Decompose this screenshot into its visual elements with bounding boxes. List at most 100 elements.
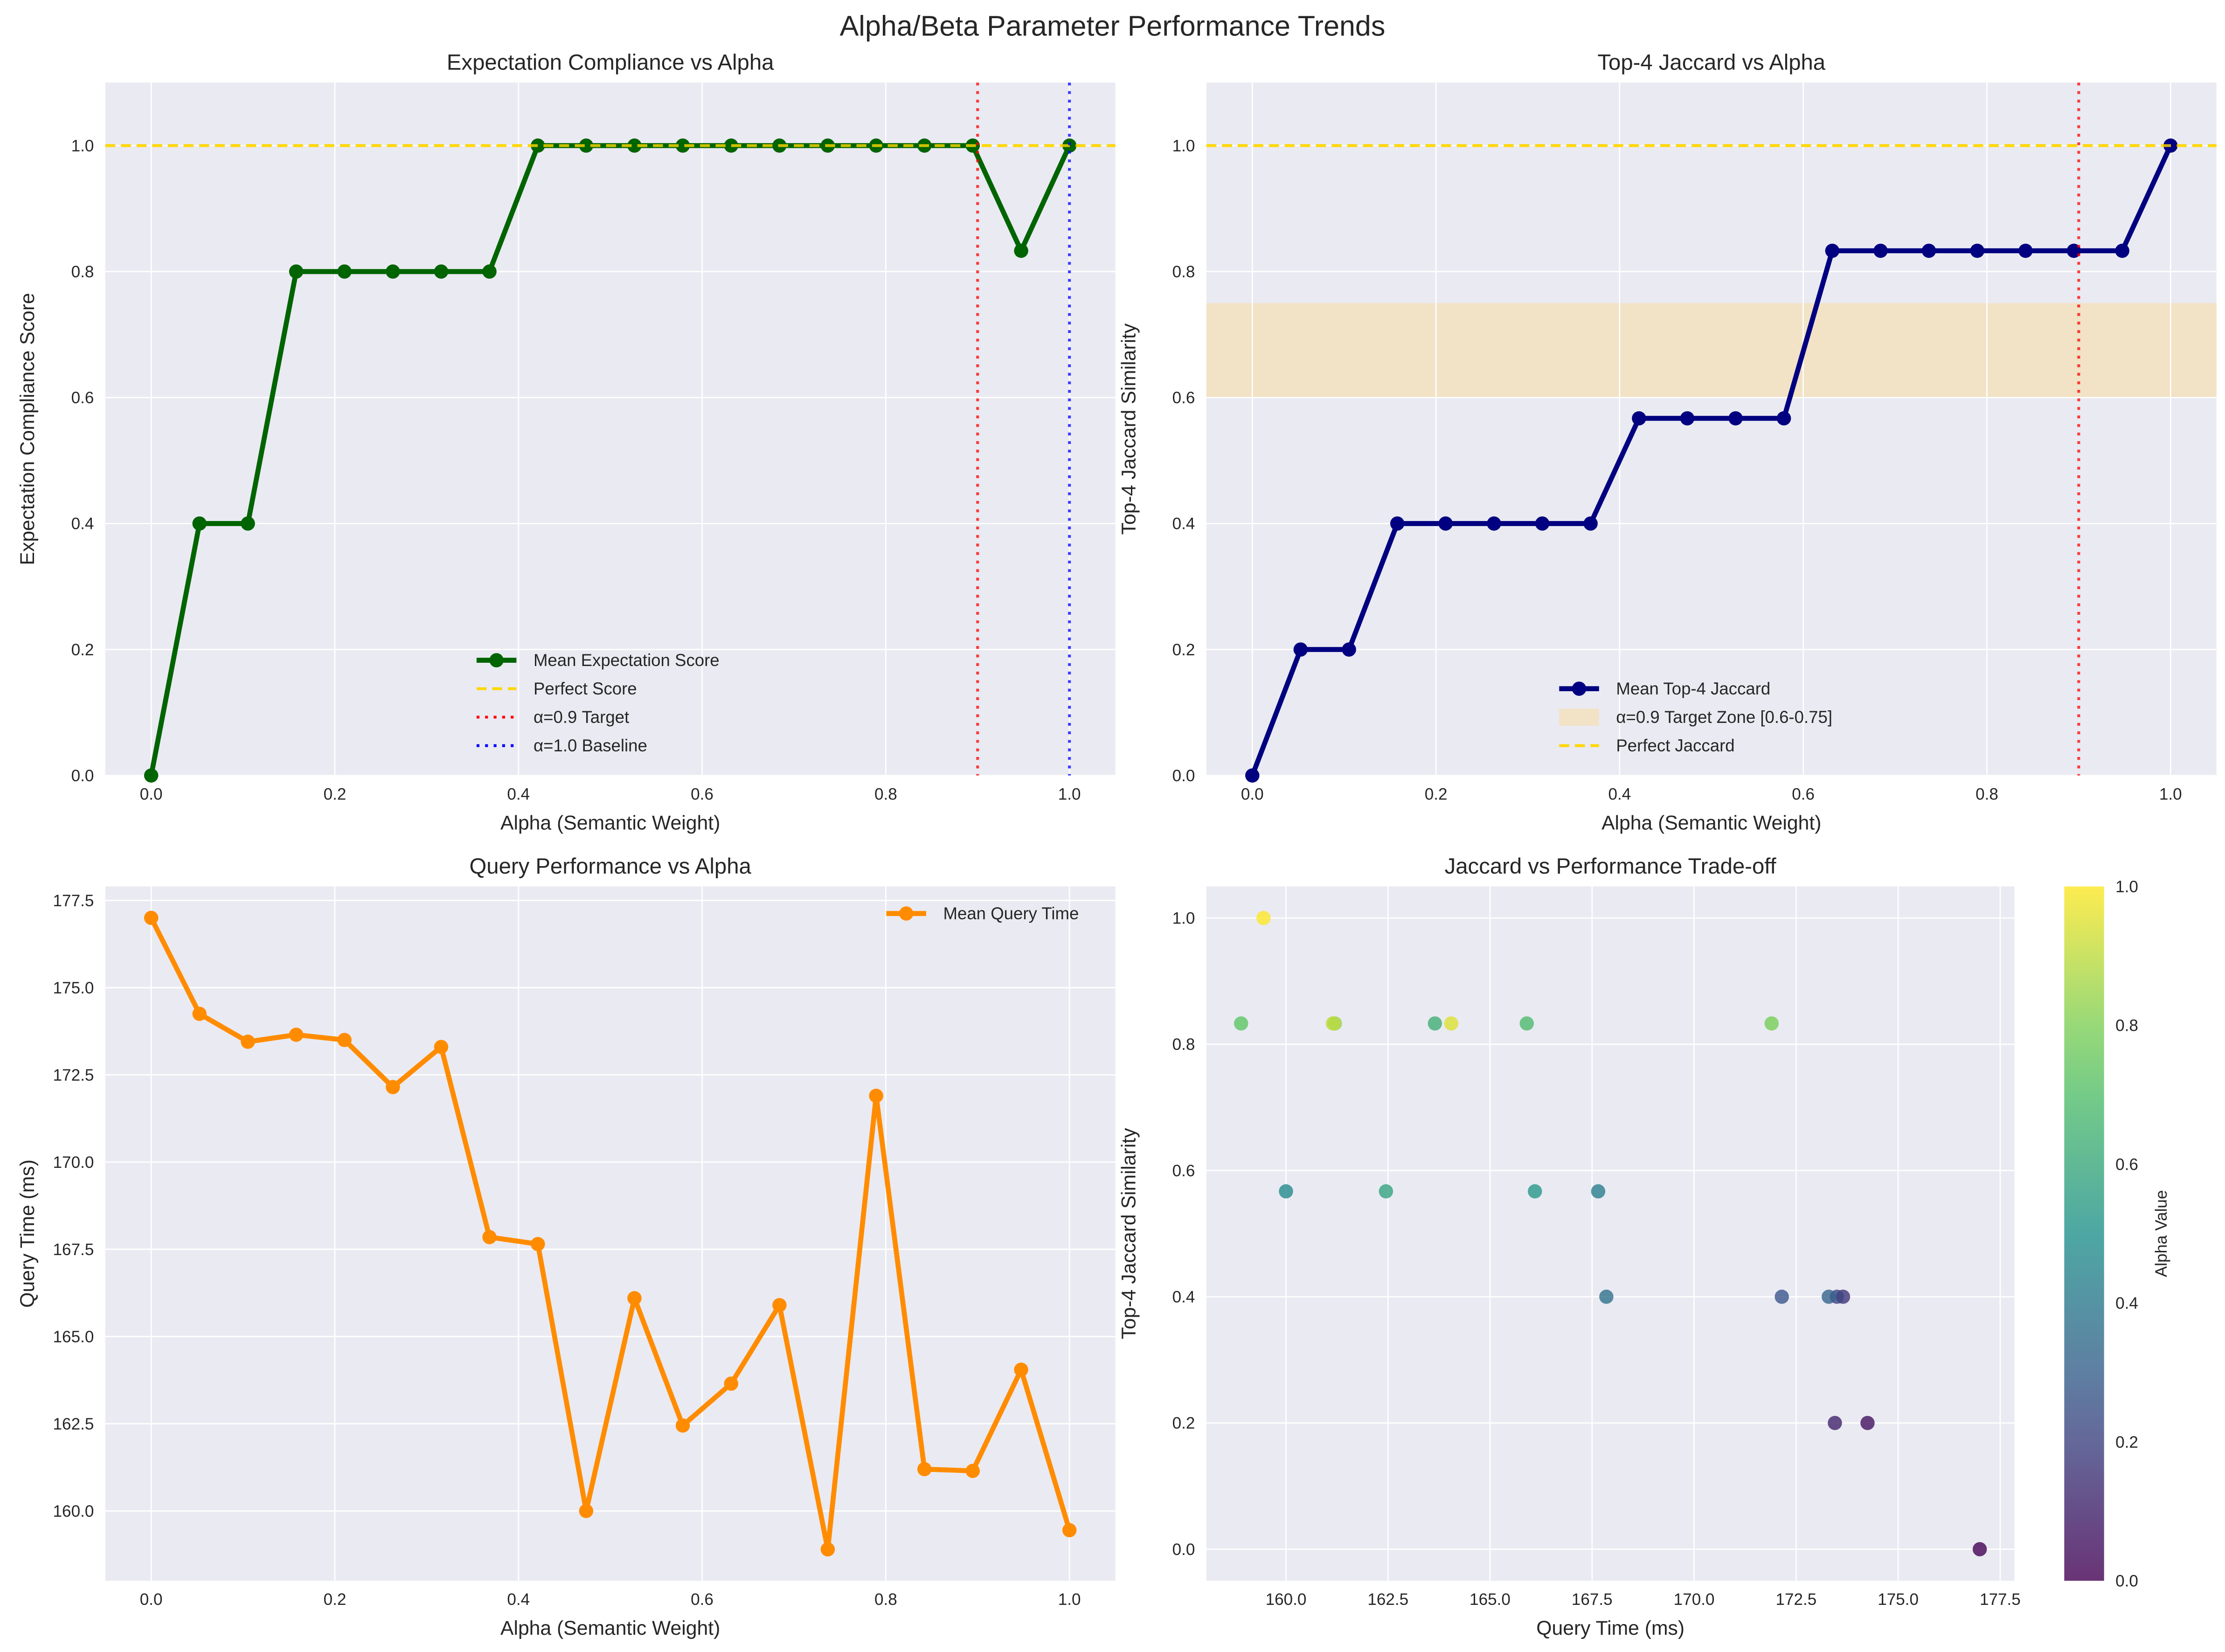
data-point	[1728, 411, 1743, 426]
y-tick-label: 0.8	[1172, 1035, 1195, 1054]
y-tick-label: 0.4	[1172, 1288, 1195, 1306]
scatter-point	[1519, 1016, 1534, 1031]
data-point	[1680, 411, 1695, 426]
data-point	[531, 1237, 545, 1251]
legend-label: Mean Query Time	[943, 904, 1079, 923]
scatter-point	[1256, 911, 1271, 925]
x-tick-label: 0.6	[691, 1590, 714, 1609]
data-point	[1487, 516, 1501, 531]
y-tick-label: 175.0	[53, 979, 94, 997]
scatter-point	[1860, 1416, 1875, 1430]
data-point	[1632, 411, 1646, 426]
legend-label: Mean Expectation Score	[534, 651, 720, 670]
scatter-point	[1822, 1290, 1836, 1304]
data-point	[386, 264, 400, 279]
x-tick-label: 1.0	[2159, 785, 2182, 804]
x-tick-label: 0.4	[507, 785, 530, 804]
data-point	[144, 768, 159, 783]
data-point	[337, 264, 352, 279]
colorbar-tick-label: 0.2	[2115, 1433, 2138, 1451]
data-point	[820, 1542, 835, 1557]
scatter-point	[1379, 1184, 1393, 1199]
scatter-point	[1444, 1016, 1459, 1031]
series-line	[149, 916, 1072, 1552]
x-tick-label: 0.8	[874, 785, 897, 804]
data-point	[917, 1462, 932, 1477]
x-tick-label: 0.2	[324, 785, 347, 804]
x-tick-label: 165.0	[1469, 1590, 1511, 1609]
legend-label: α=0.9 Target	[534, 708, 629, 727]
data-point	[1438, 516, 1453, 531]
y-tick-label: 167.5	[53, 1241, 94, 1259]
x-tick-label: 0.6	[1792, 785, 1815, 804]
y-tick-label: 162.5	[53, 1415, 94, 1433]
y-tick-label: 0.4	[71, 515, 94, 533]
data-point	[579, 138, 594, 153]
x-tick-label: 0.4	[1608, 785, 1631, 804]
y-tick-label: 1.0	[1172, 137, 1195, 155]
x-tick-label: 167.5	[1572, 1590, 1613, 1609]
x-tick-label: 1.0	[1058, 785, 1081, 804]
y-tick-label: 0.8	[1172, 263, 1195, 281]
scatter-point	[1828, 1416, 1842, 1430]
scatter-point	[1591, 1184, 1606, 1199]
y-tick-label: 0.0	[1172, 1541, 1195, 1559]
data-point	[1014, 243, 1028, 258]
panel-title: Top-4 Jaccard vs Alpha	[1597, 50, 1825, 75]
colorbar-tick-label: 0.6	[2115, 1155, 2138, 1173]
colorbar-label: Alpha Value	[2152, 1190, 2170, 1277]
plot-background	[1206, 886, 2015, 1581]
y-axis-label: Top-4 Jaccard Similarity	[1117, 323, 1140, 535]
y-tick-label: 170.0	[53, 1153, 94, 1172]
scatter-point	[1528, 1184, 1542, 1199]
data-point	[1390, 516, 1405, 531]
data-point	[627, 1291, 642, 1305]
plot-background	[1206, 83, 2217, 776]
legend-label: α=1.0 Baseline	[534, 736, 647, 755]
data-point	[2115, 243, 2129, 258]
data-point	[241, 516, 255, 531]
colorbar-tick-label: 0.0	[2115, 1572, 2138, 1590]
colorbar-tick-label: 1.0	[2115, 878, 2138, 896]
data-point	[1583, 516, 1598, 531]
legend-marker	[489, 653, 504, 667]
y-tick-label: 0.6	[1172, 389, 1195, 407]
data-point	[434, 1040, 449, 1055]
x-axis-label: Alpha (Semantic Weight)	[500, 1617, 720, 1639]
data-point	[482, 1230, 497, 1244]
y-tick-label: 177.5	[53, 892, 94, 910]
data-point	[579, 1504, 594, 1518]
x-tick-label: 162.5	[1367, 1590, 1408, 1609]
y-tick-label: 0.0	[1172, 767, 1195, 785]
y-axis-label: Top-4 Jaccard Similarity	[1117, 1128, 1140, 1340]
scatter-point	[1774, 1290, 1789, 1304]
data-point	[241, 1034, 255, 1049]
legend-patch	[1559, 708, 1599, 726]
y-tick-label: 0.6	[71, 389, 94, 407]
x-tick-label: 0.0	[140, 785, 163, 804]
data-point	[1062, 1523, 1077, 1538]
data-point	[724, 1376, 739, 1391]
x-tick-label: 175.0	[1878, 1590, 1919, 1609]
x-tick-label: 0.2	[324, 1590, 347, 1609]
data-point	[1535, 516, 1550, 531]
data-point	[1014, 1362, 1028, 1377]
data-point	[627, 138, 642, 153]
panel-expectation-compliance: 0.0 0.2 0.4 0.6 0.8 1.0 0.0 0.2 0.4 0.6 0.8 1.0 Expe…	[16, 50, 1116, 834]
figure-suptitle: Alpha/Beta Parameter Performance Trends	[840, 10, 1386, 42]
panel-query-performance: 0.0 0.2 0.4 0.6 0.8 1.0 160.0 162.5 165.0 167.5 17…	[16, 854, 1116, 1639]
data-point	[192, 516, 207, 531]
x-tick-label: 170.0	[1674, 1590, 1715, 1609]
data-point	[869, 1089, 883, 1103]
x-tick-label: 0.0	[1241, 785, 1264, 804]
legend-marker	[899, 906, 914, 921]
scatter-point	[1764, 1016, 1779, 1031]
panel-title: Query Performance vs Alpha	[470, 854, 752, 879]
data-point	[724, 138, 739, 153]
y-tick-label: 0.4	[1172, 515, 1195, 533]
scatter-point	[1428, 1016, 1442, 1031]
y-tick-label: 0.2	[1172, 1414, 1195, 1432]
scatter-point	[1279, 1184, 1293, 1199]
scatter-point	[1325, 1016, 1340, 1031]
